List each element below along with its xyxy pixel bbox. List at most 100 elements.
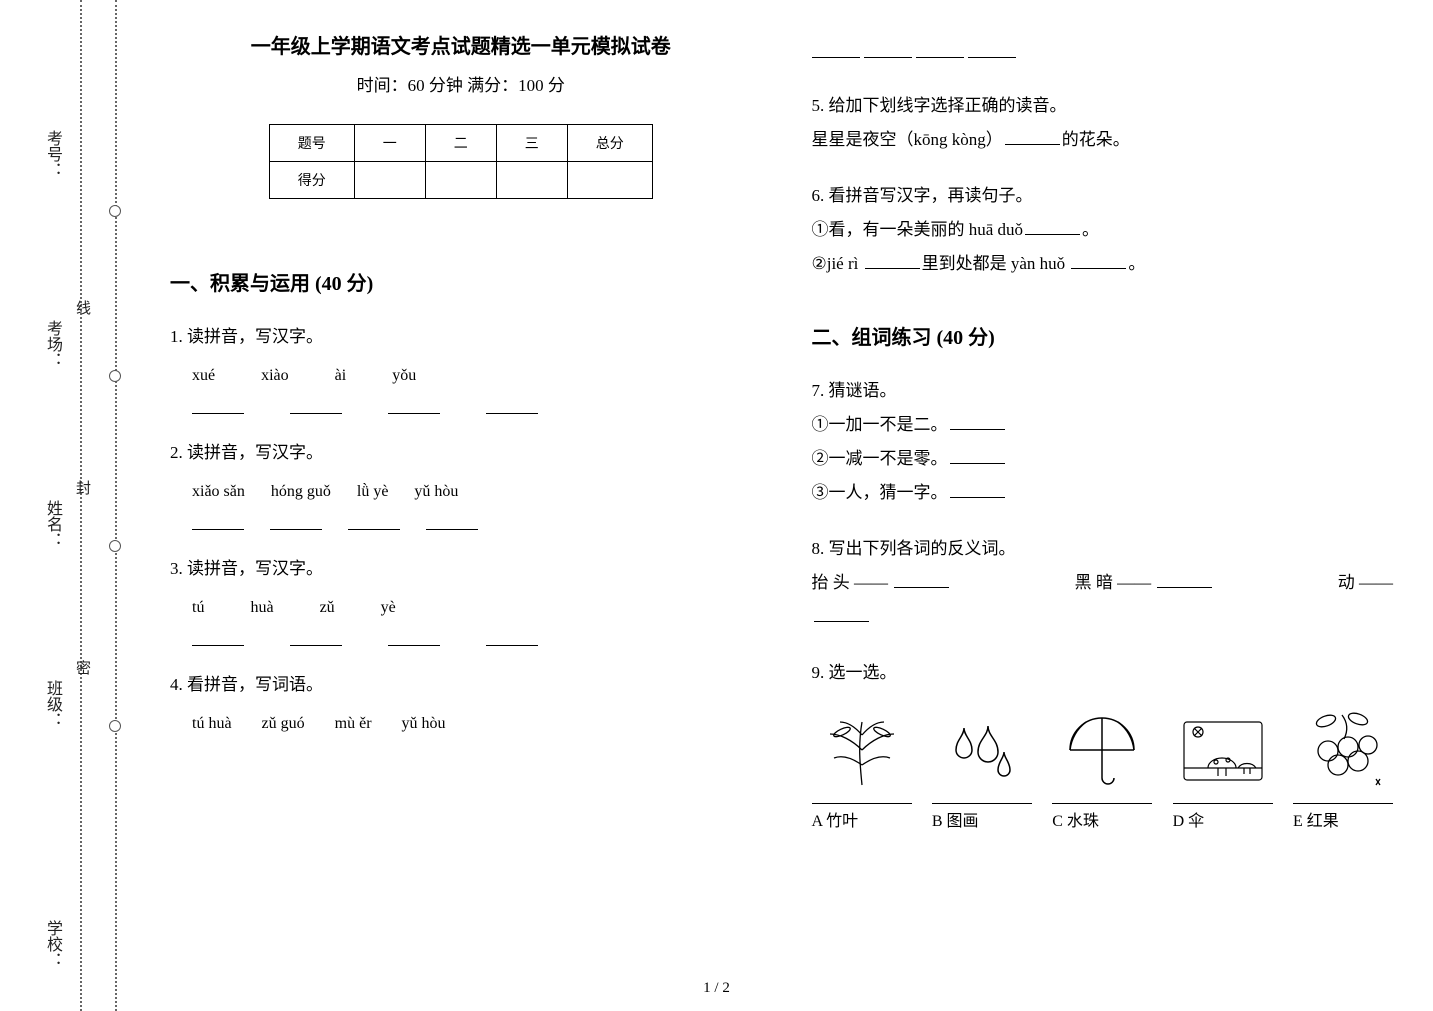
pinyin: yǔ hòu — [414, 476, 458, 508]
binding-margin: 考号： 考场： 姓名： 班级： 学校： 线 封 密 — [0, 0, 130, 1011]
answer-blank — [864, 38, 912, 58]
pinyin-row: tú huà zǔ yè — [192, 592, 752, 624]
answer-blank — [950, 414, 1005, 430]
pinyin: tú huà — [192, 708, 232, 740]
inner-dotted-line — [80, 0, 82, 1011]
umbrella-icon — [1052, 705, 1152, 795]
question-8: 8. 写出下列各词的反义词。 抬 头 —— 黑 暗 —— 动 —— — [812, 532, 1394, 634]
column-right: 5. 给加下划线字选择正确的读音。 星星是夜空（kōng kòng）的花朵。 6… — [812, 30, 1394, 1001]
pinyin-row: tú huà zǔ guó mù ěr yǔ hòu — [192, 708, 752, 740]
question-line: 星星是夜空（kōng kòng）的花朵。 — [812, 123, 1394, 157]
question-stem: 7. 猜谜语。 — [812, 374, 1394, 408]
score-cell — [567, 162, 652, 199]
text-fragment: 里到处都是 yàn huǒ — [922, 254, 1070, 273]
answer-blank — [814, 606, 869, 622]
pinyin: yè — [381, 592, 396, 624]
score-header-cell: 三 — [496, 125, 567, 162]
question-7: 7. 猜谜语。 ①一加一不是二。 ②一减一不是零。 ③一人，猜一字。 — [812, 374, 1394, 510]
answer-blank — [270, 510, 322, 530]
binding-label-class: 班级： — [40, 680, 64, 728]
berries-icon — [1293, 705, 1393, 795]
binding-circle — [109, 540, 121, 552]
binding-label-room: 考场： — [40, 320, 64, 368]
option-b: B 图画 — [932, 803, 1032, 838]
answer-blank — [916, 38, 964, 58]
answer-blank — [192, 626, 244, 646]
binding-circle — [109, 720, 121, 732]
question-9: 9. 选一选。 — [812, 656, 1394, 838]
question-6: 6. 看拼音写汉字，再读句子。 ①看，有一朵美丽的 huā duǒ。 ②jié … — [812, 179, 1394, 281]
seal-char-line: 线 — [72, 300, 93, 315]
pinyin: zǔ — [320, 592, 335, 624]
binding-label-school: 学校： — [40, 920, 64, 968]
binding-circle — [109, 370, 121, 382]
question-stem: 4. 看拼音，写词语。 — [170, 668, 752, 702]
score-header-cell: 一 — [354, 125, 425, 162]
antonym-pair: 抬 头 —— — [812, 566, 952, 600]
pinyin: huà — [250, 592, 273, 624]
question-stem: 1. 读拼音，写汉字。 — [170, 320, 752, 354]
answer-blank — [950, 448, 1005, 464]
question-3: 3. 读拼音，写汉字。 tú huà zǔ yè — [170, 552, 752, 646]
option-c: C 水珠 — [1052, 803, 1152, 838]
table-row: 题号 一 二 三 总分 — [269, 125, 652, 162]
blank-row — [812, 38, 1394, 63]
antonym-pair: 动 —— — [1338, 566, 1393, 600]
seal-char-seal: 封 — [72, 480, 93, 495]
pinyin: xué — [192, 360, 215, 392]
pinyin: tú — [192, 592, 204, 624]
question-5: 5. 给加下划线字选择正确的读音。 星星是夜空（kōng kòng）的花朵。 — [812, 89, 1394, 157]
pinyin: yǒu — [392, 360, 416, 392]
text-fragment: ②jié rì — [812, 254, 863, 273]
bamboo-leaf-icon — [812, 705, 912, 795]
page-title: 一年级上学期语文考点试题精选一单元模拟试卷 — [170, 30, 752, 59]
score-table: 题号 一 二 三 总分 得分 — [269, 124, 653, 199]
pinyin: yǔ hòu — [402, 708, 446, 740]
question-line: ②一减一不是零。 — [812, 442, 1394, 476]
text-fragment: ②一减一不是零。 — [812, 449, 948, 468]
text-fragment: ①一加一不是二。 — [812, 415, 948, 434]
question-stem: 2. 读拼音，写汉字。 — [170, 436, 752, 470]
answer-blank — [348, 510, 400, 530]
binding-label-name: 姓名： — [40, 500, 64, 548]
text-fragment: 。 — [1082, 220, 1099, 239]
blank-row — [192, 394, 752, 414]
question-4: 4. 看拼音，写词语。 tú huà zǔ guó mù ěr yǔ hòu — [170, 668, 752, 740]
mushrooms-icon — [1173, 705, 1273, 795]
text-fragment: ①看，有一朵美丽的 huā duǒ — [812, 220, 1024, 239]
answer-blank — [192, 394, 244, 414]
pinyin: lǜ yè — [357, 476, 389, 508]
question-2: 2. 读拼音，写汉字。 xiǎo sǎn hóng guǒ lǜ yè yǔ h… — [170, 436, 752, 530]
answer-blank — [968, 38, 1016, 58]
pinyin-row: xiǎo sǎn hóng guǒ lǜ yè yǔ hòu — [192, 476, 752, 508]
question-line: ①一加一不是二。 — [812, 408, 1394, 442]
answer-blank — [894, 572, 949, 588]
antonym-pair: 黑 暗 —— — [1075, 566, 1215, 600]
answer-blank — [192, 510, 244, 530]
image-options-row — [812, 700, 1394, 795]
answer-blank — [486, 394, 538, 414]
question-line: ①看，有一朵美丽的 huā duǒ 。 — [812, 213, 1394, 247]
pinyin: xiào — [261, 360, 289, 392]
answer-blank — [812, 38, 860, 58]
text-fragment: 动 —— — [1338, 573, 1393, 592]
answer-blank — [388, 394, 440, 414]
pinyin: ài — [335, 360, 347, 392]
answer-blank — [426, 510, 478, 530]
blank-row — [192, 626, 752, 646]
page-number: 1 / 2 — [703, 980, 730, 997]
answer-options-row: A 竹叶 B 图画 C 水珠 D 伞 E 红果 — [812, 803, 1394, 838]
question-line: ②jié rì 里到处都是 yàn huǒ 。 — [812, 247, 1394, 281]
score-header-cell: 总分 — [567, 125, 652, 162]
droplets-icon — [932, 705, 1032, 795]
question-stem: 5. 给加下划线字选择正确的读音。 — [812, 89, 1394, 123]
pinyin-row: xué xiào ài yǒu — [192, 360, 752, 392]
option-d: D 伞 — [1173, 803, 1273, 838]
answer-blank — [486, 626, 538, 646]
section-heading-1: 一、积累与运用 (40 分) — [170, 267, 752, 296]
pinyin: zǔ guó — [262, 708, 305, 740]
text-fragment: 星星是夜空（kōng kòng） — [812, 130, 1003, 149]
answer-blank — [1071, 253, 1126, 269]
score-cell — [354, 162, 425, 199]
score-header-cell: 二 — [425, 125, 496, 162]
